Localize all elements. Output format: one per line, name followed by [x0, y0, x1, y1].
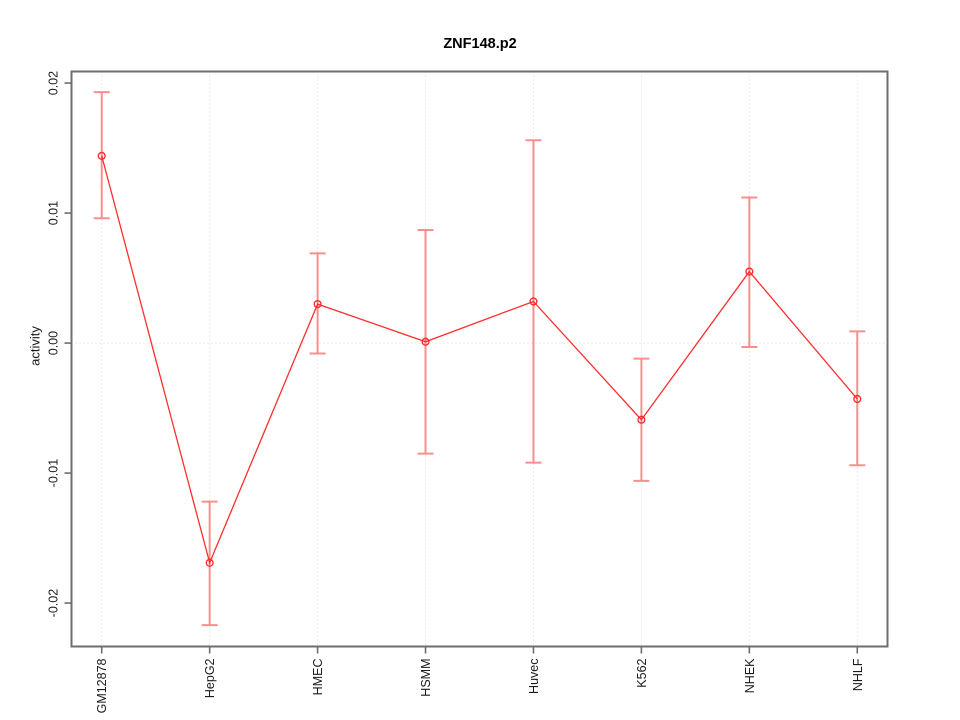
y-tick-label: -0.01 — [47, 459, 61, 488]
data-point-GM12878 — [97, 151, 106, 160]
plot-border — [70, 70, 889, 648]
x-tick-label: HMEC — [311, 659, 325, 696]
chart-title: ZNF148.p2 — [443, 36, 517, 52]
data-point-Huvec — [529, 297, 538, 306]
data-point-HepG2 — [205, 558, 214, 567]
series-line — [101, 155, 858, 565]
y-tick-label: 0.01 — [47, 201, 61, 225]
data-point-NHEK — [745, 267, 754, 276]
x-tick-label: NHLF — [851, 658, 865, 691]
x-tick-label: HSMM — [419, 659, 433, 697]
y-tick-label: 0.02 — [47, 71, 61, 95]
y-tick-label: -0.02 — [47, 589, 61, 618]
x-tick-label: NHEK — [743, 658, 757, 693]
x-tick-label: GM12878 — [95, 658, 109, 713]
data-point-HSMM — [421, 337, 430, 346]
data-point-HMEC — [313, 299, 322, 309]
y-tick-label: 0.00 — [47, 331, 61, 355]
x-tick-label: Huvec — [527, 659, 541, 694]
x-tick-label: K562 — [635, 658, 649, 687]
x-tick-label: HepG2 — [203, 658, 217, 698]
data-point-NHLF — [853, 394, 862, 404]
data-point-K562 — [637, 415, 646, 424]
